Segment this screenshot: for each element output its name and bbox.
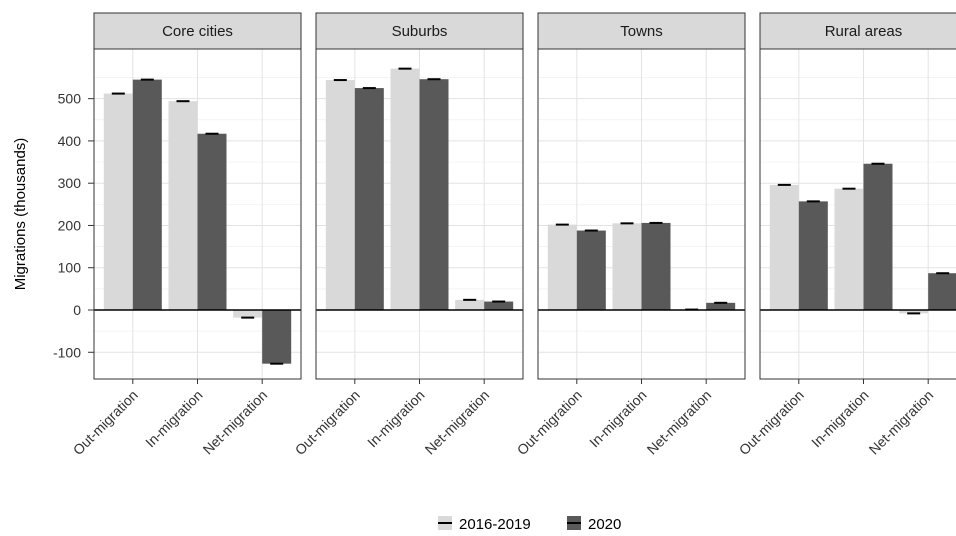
bar-core-cities-in-migration-2016-2019 xyxy=(168,101,198,310)
y-axis-title: Migrations (thousands) xyxy=(12,138,29,291)
bar-rural-areas-out-migration-2020 xyxy=(798,201,828,310)
y-tick-label: 0 xyxy=(73,302,81,318)
legend: 2016-2019 2020 xyxy=(438,516,621,533)
bars xyxy=(547,221,736,311)
facet-strip xyxy=(315,12,524,50)
facet-title: Core cities xyxy=(162,23,233,40)
bar-core-cities-out-migration-2016-2019 xyxy=(103,93,133,310)
bar-rural-areas-net-migration-2020 xyxy=(928,273,956,310)
bars xyxy=(325,67,514,311)
bar-core-cities-net-migration-2016-2019 xyxy=(233,310,263,318)
facet-title: Suburbs xyxy=(392,23,448,40)
bar-core-cities-net-migration-2020 xyxy=(262,310,292,364)
y-tick-label: 200 xyxy=(58,217,82,233)
bar-rural-areas-out-migration-2016-2019 xyxy=(769,184,799,310)
x-tick-label: Out-migration xyxy=(514,387,585,458)
bar-rural-areas-in-migration-2016-2019 xyxy=(834,188,864,310)
y-tick-label: 300 xyxy=(58,175,82,191)
bar-suburbs-in-migration-2020 xyxy=(419,79,449,310)
bar-suburbs-out-migration-2020 xyxy=(354,88,384,311)
bar-towns-out-migration-2020 xyxy=(576,230,606,310)
facet-strip xyxy=(759,12,956,50)
bar-towns-in-migration-2020 xyxy=(641,222,671,310)
x-tick-label: Out-migration xyxy=(70,387,141,458)
gridlines xyxy=(538,49,745,379)
x-tick-label: Net-migration xyxy=(200,387,271,458)
x-tick-label: Net-migration xyxy=(422,387,493,458)
bar-core-cities-out-migration-2020 xyxy=(132,79,162,310)
bar-suburbs-net-migration-2016-2019 xyxy=(455,299,485,310)
facet-title: Towns xyxy=(620,23,663,40)
y-tick-label: 500 xyxy=(58,91,82,107)
x-tick-label: Out-migration xyxy=(736,387,807,458)
facet-rural-areas: Rural areas Out-migration In-migrationNet-… xyxy=(736,12,956,458)
y-axis: -100 0 100 200 300 400 500 xyxy=(53,91,94,360)
facet-suburbs: Suburbs Out-migration In-migrationNet-migr… xyxy=(292,12,524,458)
x-tick-label: Net-migration xyxy=(866,387,937,458)
bar-suburbs-out-migration-2016-2019 xyxy=(325,80,355,310)
bar-core-cities-in-migration-2020 xyxy=(197,133,227,310)
bar-rural-areas-in-migration-2020 xyxy=(863,163,893,310)
bar-towns-in-migration-2016-2019 xyxy=(612,223,642,310)
facet-strip xyxy=(537,12,746,50)
x-tick-label: In-migration xyxy=(142,387,206,451)
legend-label-2020: 2020 xyxy=(588,516,621,533)
x-tick-label: In-migration xyxy=(586,387,650,451)
bars xyxy=(769,162,956,315)
bar-suburbs-in-migration-2016-2019 xyxy=(390,68,420,310)
y-tick-label: -100 xyxy=(53,344,81,360)
facet-towns: Towns Out-migration In-migrationNet-migrat… xyxy=(514,12,746,458)
facet-title: Rural areas xyxy=(825,23,903,40)
bar-towns-out-migration-2016-2019 xyxy=(547,224,577,310)
x-tick-label: Out-migration xyxy=(292,387,363,458)
legend-label-2016-2019: 2016-2019 xyxy=(459,516,531,533)
x-tick-label: In-migration xyxy=(808,387,872,451)
bar-suburbs-net-migration-2020 xyxy=(484,301,514,310)
y-tick-label: 400 xyxy=(58,133,82,149)
bars xyxy=(103,78,292,365)
bar-towns-net-migration-2020 xyxy=(706,302,736,310)
y-tick-label: 100 xyxy=(58,260,82,276)
facet-core-cities: Core cities Out-migration In-migrationNet-… xyxy=(70,12,302,458)
bar-rural-areas-net-migration-2016-2019 xyxy=(899,310,929,314)
x-tick-label: Net-migration xyxy=(644,387,715,458)
x-tick-label: In-migration xyxy=(364,387,428,451)
